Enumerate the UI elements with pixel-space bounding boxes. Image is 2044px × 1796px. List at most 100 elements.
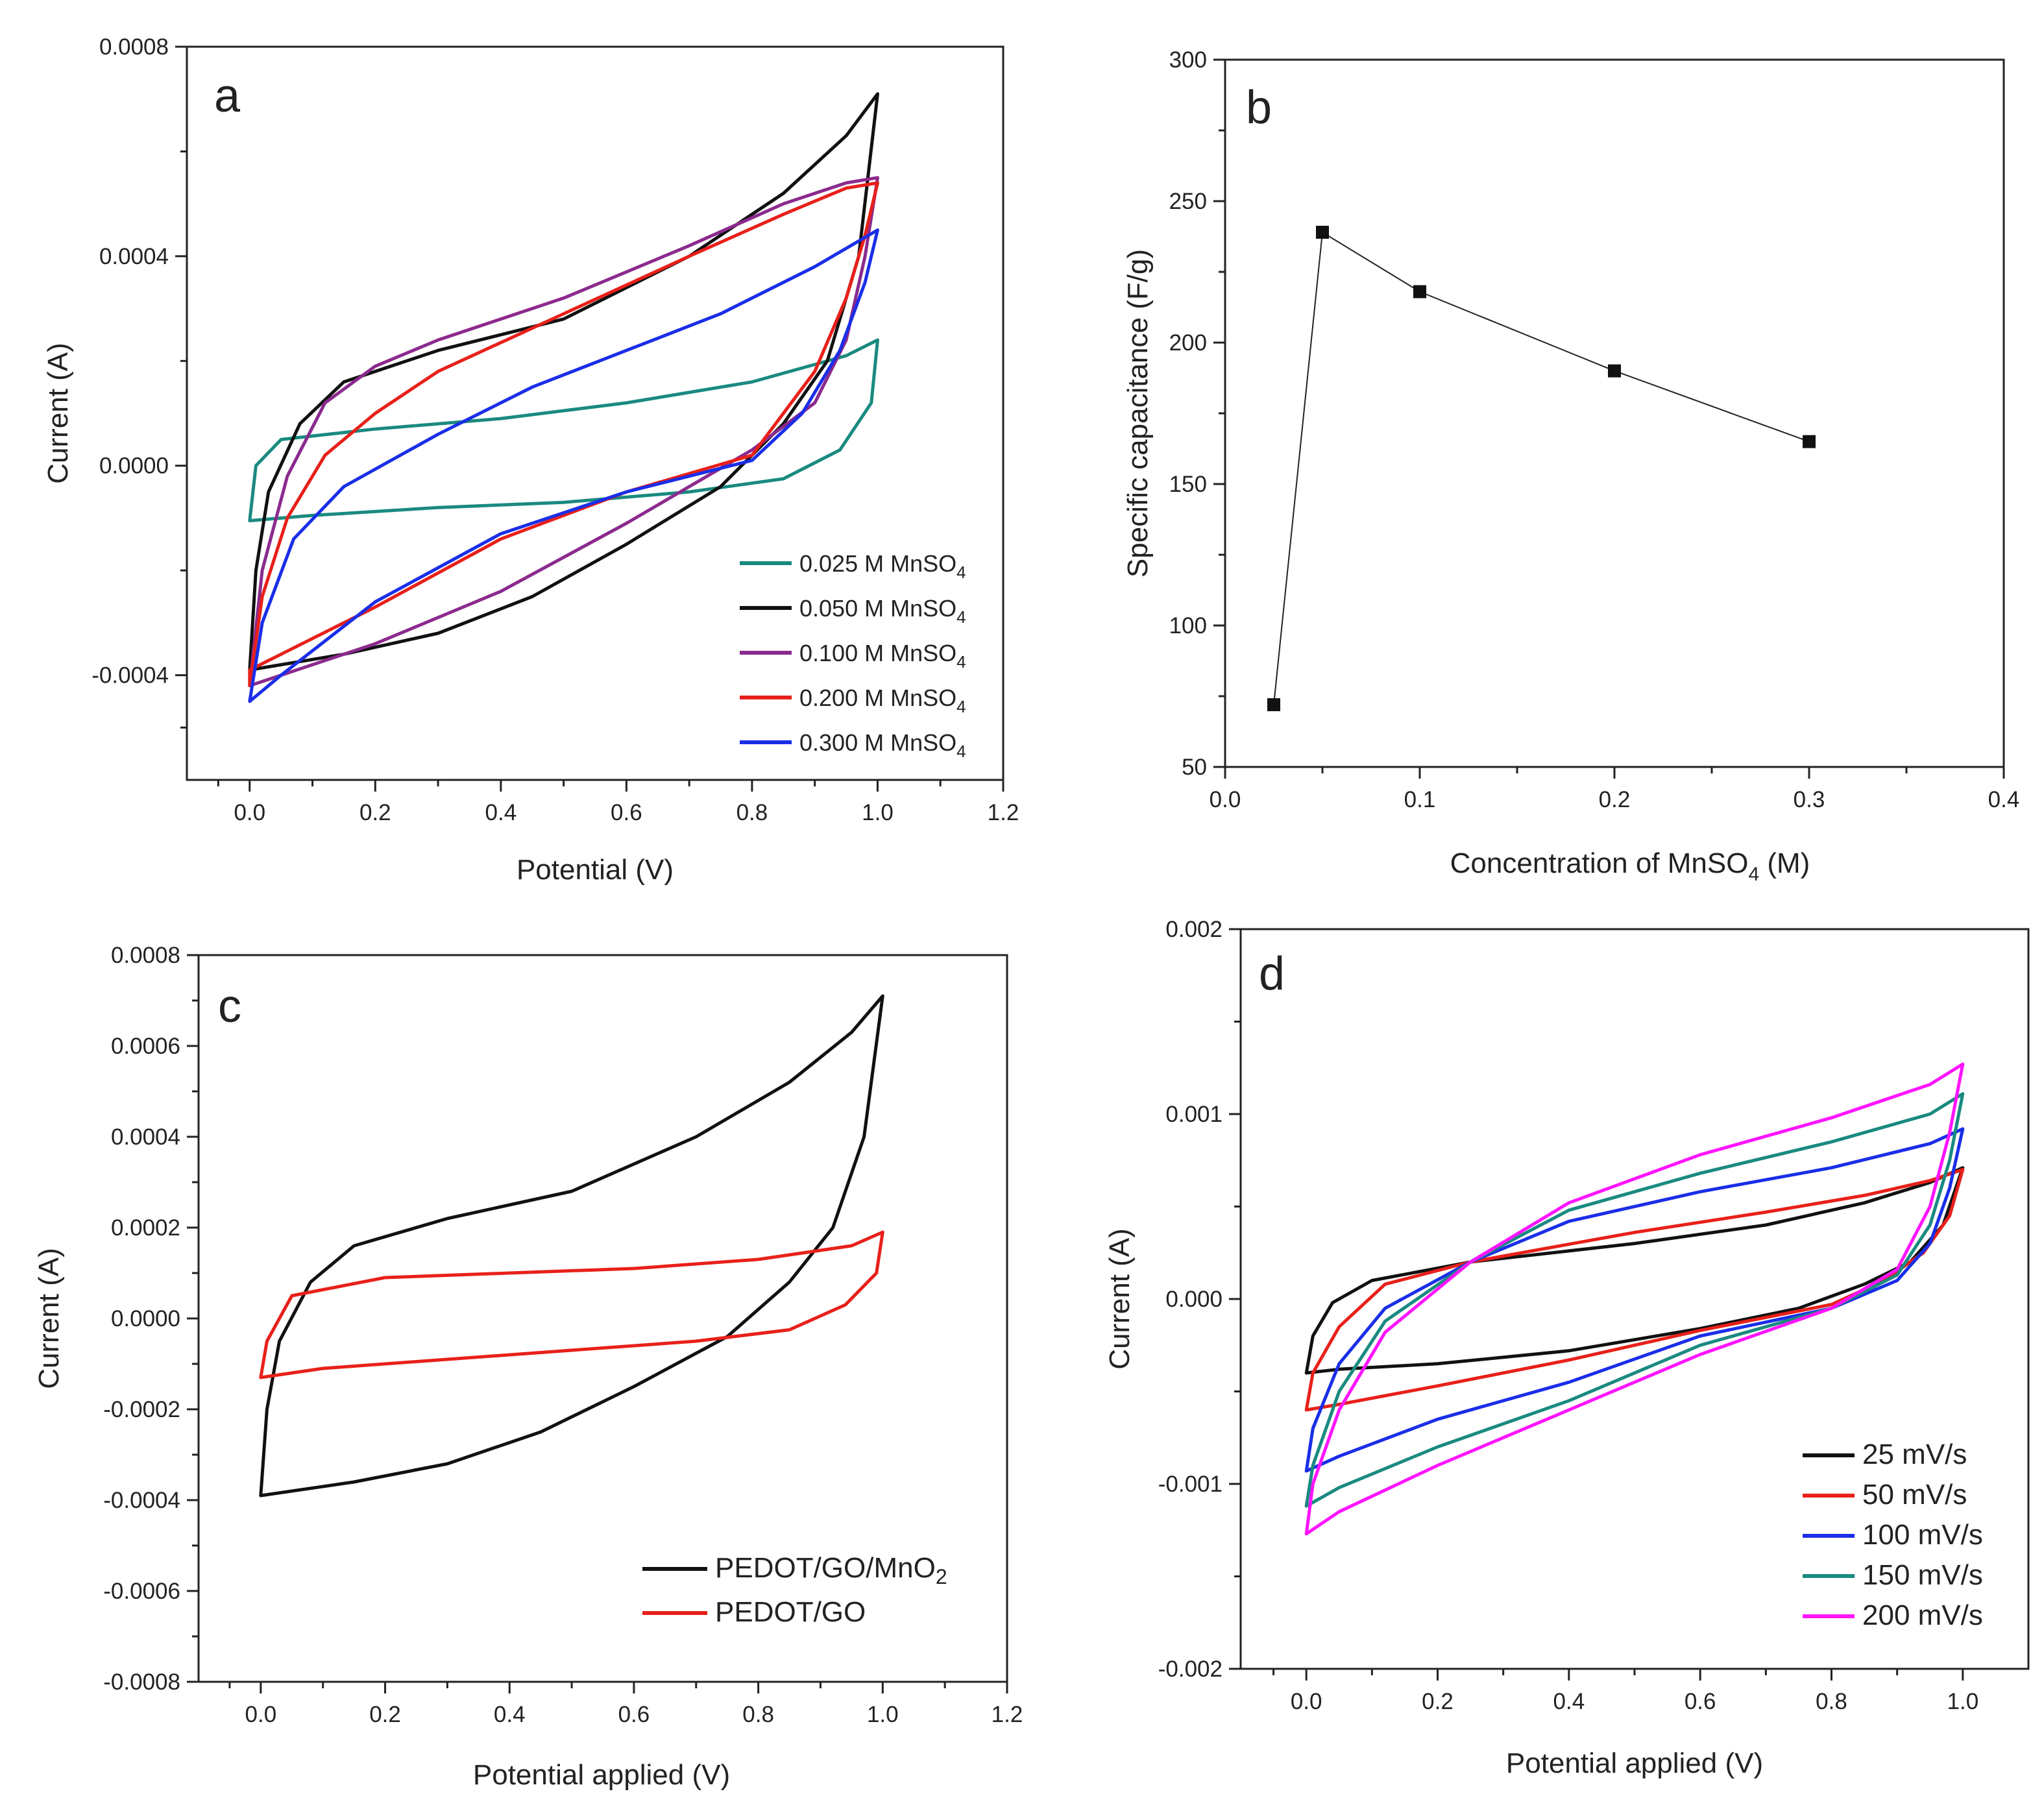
panel-c-ticks: 0.0 0.2 0.4 0.6 0.8 1.0 1.2 -0.0008 -0.0006 -0.00… [103, 943, 1023, 1727]
panel-d-xlabel: Potential applied (V) [1506, 1747, 1763, 1779]
panel-a-xlabel: Potential (V) [517, 854, 674, 886]
panel-b-label: b [1246, 82, 1272, 134]
panel-d-series-5 [1304, 1062, 1965, 1536]
panel-c-ytick-label: 0.0002 [111, 1215, 180, 1241]
panel-a-ticks: 0.0 0.2 0.4 0.6 0.8 1.0 1.2 -0.0004 0.0000 0.0004… [91, 34, 1019, 825]
panel-c-series-2 [259, 1230, 884, 1379]
panel-c-xtick-label: 0.8 [742, 1702, 774, 1727]
panel-c-xtick-label: 1.2 [992, 1702, 1023, 1727]
panel-b-xtick-label: 0.3 [1794, 787, 1825, 812]
panel-b-ytick-label: 200 [1169, 330, 1207, 356]
panel-d-legend-label: 50 mV/s [1862, 1479, 1967, 1511]
panel-a-ytick-label: -0.0004 [91, 663, 169, 688]
panel-a-legend: 0.025 M MnSO4 0.050 M MnSO4 0.100 M MnSO4 0… [740, 550, 966, 761]
panel-a-label: a [214, 70, 241, 122]
panel-b-ticks: 0.0 0.1 0.2 0.3 0.4 50 100 150 200 250 300 [1169, 47, 2020, 812]
panel-d-series-2 [1304, 1168, 1965, 1412]
panel-d-legend-label: 25 mV/s [1862, 1438, 1967, 1470]
panel-d-series [1304, 1062, 1965, 1536]
panel-a-series-5 [248, 228, 879, 703]
panel-c-xlabel: Potential applied (V) [473, 1759, 730, 1791]
panel-b-point [1316, 225, 1329, 239]
panel-c-legend-label: PEDOT/GO [715, 1596, 866, 1628]
panel-b-xtick-label: 0.0 [1210, 787, 1241, 812]
panel-d-ylabel: Current (A) [1104, 1228, 1136, 1370]
panel-d-xtick-label: 0.0 [1291, 1689, 1322, 1714]
panel-c-ytick-label: 0.0000 [111, 1306, 180, 1331]
panel-c-label: c [218, 980, 241, 1032]
panel-b-xlabel-sub: 4 [1748, 864, 1759, 885]
panel-d-ytick-label: 0.000 [1165, 1287, 1223, 1312]
panel-a-xtick-label: 0.0 [234, 800, 265, 825]
panel-d-ytick-label: 0.002 [1165, 917, 1223, 942]
panel-c-legend-label: PEDOT/GO/MnO2 [715, 1552, 947, 1588]
panel-b-point [1413, 285, 1426, 298]
panel-a-legend-label: 0.300 M MnSO4 [799, 729, 966, 761]
panel-d-ytick-label: -0.002 [1158, 1656, 1223, 1682]
panel-b-ytick-label: 150 [1169, 472, 1207, 497]
panel-a-xtick-label: 1.0 [862, 800, 894, 825]
panel-d-legend-label: 100 mV/s [1862, 1519, 1983, 1551]
panel-b-xlabel: Concentration of MnSO4 (M) [1450, 847, 1810, 885]
panel-c-ytick-label: 0.0008 [111, 943, 180, 968]
panel-b-ylabel: Specific capacitance (F/g) [1122, 249, 1154, 577]
panel-b-ytick-label: 100 [1169, 613, 1207, 638]
panel-c-ytick-label: -0.0002 [103, 1397, 180, 1422]
panel-d-series-4 [1304, 1092, 1965, 1508]
panel-a: 0.0 0.2 0.4 0.6 0.8 1.0 1.2 -0.0004 0.0000 0.0004… [42, 34, 1019, 886]
panel-a-ytick-label: 0.0008 [99, 34, 169, 60]
panel-c-series-1 [259, 994, 884, 1498]
panel-a-xtick-label: 1.2 [988, 800, 1019, 825]
panel-b-xtick-label: 0.4 [1988, 787, 2020, 812]
panel-c-ytick-label: -0.0004 [103, 1488, 180, 1513]
panel-a-xtick-label: 0.4 [485, 800, 517, 825]
panel-a-xtick-label: 0.2 [359, 800, 391, 825]
panel-b: 0.0 0.1 0.2 0.3 0.4 50 100 150 200 250 300 b Conce… [1122, 47, 2019, 885]
panel-c-ylabel: Current (A) [33, 1248, 65, 1389]
panel-d-legend-label: 150 mV/s [1862, 1559, 1983, 1591]
panel-d-ytick-label: -0.001 [1158, 1472, 1223, 1497]
panel-b-ytick-label: 300 [1169, 47, 1207, 73]
panel-c-xtick-label: 0.6 [618, 1702, 650, 1727]
panel-b-xtick-label: 0.1 [1404, 787, 1436, 812]
panel-d-xtick-label: 0.6 [1685, 1689, 1716, 1714]
panel-d-series-3 [1304, 1127, 1965, 1473]
panel-c-ytick-label: 0.0004 [111, 1124, 180, 1150]
panel-c-xtick-label: 0.4 [494, 1702, 526, 1727]
panel-a-ytick-label: 0.0000 [99, 454, 169, 479]
panel-c-series [259, 994, 884, 1498]
panel-d-ticks: 0.0 0.2 0.4 0.6 0.8 1.0 -0.002 -0.001 0.000 0.001… [1158, 917, 1978, 1714]
panel-a-xtick-label: 0.8 [736, 800, 768, 825]
panel-a-legend-label: 0.100 M MnSO4 [799, 640, 966, 672]
panel-d-xtick-label: 0.4 [1553, 1689, 1585, 1714]
panel-b-xtick-label: 0.2 [1599, 787, 1631, 812]
panel-b-xlabel-suffix: (M) [1759, 847, 1810, 879]
panel-c-legend: PEDOT/GO/MnO2 PEDOT/GO [642, 1552, 947, 1628]
panel-a-legend-label: 0.200 M MnSO4 [799, 685, 966, 716]
panel-a-xtick-label: 0.6 [611, 800, 642, 825]
panel-c-xtick-label: 1.0 [867, 1702, 899, 1727]
panel-d-label: d [1259, 948, 1285, 1000]
panel-c-ytick-label: -0.0006 [103, 1579, 180, 1604]
panel-d-legend: 25 mV/s 50 mV/s 100 mV/s 150 mV/s 200 mV/s [1803, 1438, 1983, 1631]
panel-a-frame [186, 45, 1004, 781]
panel-d-xtick-label: 0.8 [1816, 1689, 1847, 1714]
panel-b-xlabel-main: Concentration of MnSO [1450, 847, 1749, 879]
panel-c-xtick-label: 0.2 [369, 1702, 401, 1727]
panel-c-ytick-label: -0.0008 [103, 1669, 180, 1695]
panel-b-point [1803, 435, 1816, 448]
panel-a-ytick-label: 0.0004 [99, 244, 169, 269]
panel-a-legend-label: 0.025 M MnSO4 [799, 550, 966, 582]
panel-d-series-1 [1304, 1166, 1965, 1375]
panel-a-ylabel: Current (A) [42, 343, 74, 484]
panel-a-series-3 [248, 176, 879, 688]
panel-c-ytick-label: 0.0006 [111, 1034, 180, 1059]
panel-d-xtick-label: 1.0 [1947, 1689, 1979, 1714]
panel-a-series-4 [248, 181, 879, 688]
panel-d-ytick-label: 0.001 [1165, 1102, 1223, 1127]
panel-a-series-2 [248, 92, 879, 672]
panel-d-legend-label: 200 mV/s [1862, 1599, 1983, 1631]
panel-b-ytick-label: 250 [1169, 189, 1207, 214]
panel-a-legend-label: 0.050 M MnSO4 [799, 595, 966, 627]
